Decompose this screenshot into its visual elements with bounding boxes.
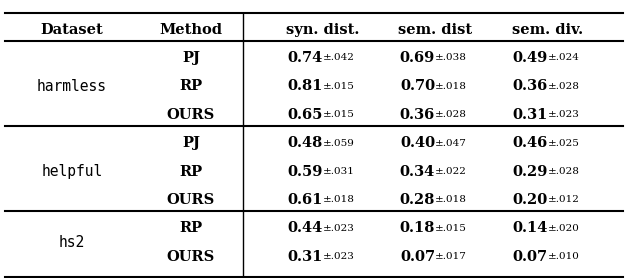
Text: ±.023: ±.023 [548, 110, 580, 119]
Text: sem. dist: sem. dist [398, 23, 472, 36]
Text: ±.018: ±.018 [435, 195, 467, 204]
Text: 0.59: 0.59 [287, 165, 322, 178]
Text: 0.07: 0.07 [513, 250, 548, 264]
Text: 0.65: 0.65 [287, 108, 322, 122]
Text: OURS: OURS [167, 108, 215, 122]
Text: RP: RP [180, 221, 202, 235]
Text: RP: RP [180, 79, 202, 93]
Text: 0.70: 0.70 [400, 79, 435, 93]
Text: harmless: harmless [37, 79, 107, 94]
Text: 0.07: 0.07 [400, 250, 435, 264]
Text: ±.024: ±.024 [548, 53, 580, 63]
Text: Method: Method [160, 23, 222, 36]
Text: ±.010: ±.010 [548, 252, 580, 261]
Text: ±.017: ±.017 [435, 252, 467, 261]
Text: ±.028: ±.028 [435, 110, 467, 119]
Text: 0.49: 0.49 [513, 51, 548, 65]
Text: ±.042: ±.042 [322, 53, 354, 63]
Text: sem. div.: sem. div. [512, 23, 583, 36]
Text: 0.40: 0.40 [400, 136, 435, 150]
Text: hs2: hs2 [59, 235, 85, 250]
Text: ±.022: ±.022 [435, 167, 467, 176]
Text: ±.018: ±.018 [322, 195, 354, 204]
Text: 0.20: 0.20 [513, 193, 548, 207]
Text: ±.038: ±.038 [435, 53, 467, 63]
Text: syn. dist.: syn. dist. [285, 23, 359, 36]
Text: ±.028: ±.028 [548, 167, 580, 176]
Text: 0.69: 0.69 [400, 51, 435, 65]
Text: ±.012: ±.012 [548, 195, 580, 204]
Text: ±.015: ±.015 [322, 110, 354, 119]
Text: ±.015: ±.015 [322, 82, 354, 91]
Text: ±.018: ±.018 [435, 82, 467, 91]
Text: 0.48: 0.48 [287, 136, 322, 150]
Text: OURS: OURS [167, 193, 215, 207]
Text: 0.28: 0.28 [399, 193, 435, 207]
Text: 0.74: 0.74 [287, 51, 322, 65]
Text: 0.36: 0.36 [513, 79, 548, 93]
Text: OURS: OURS [167, 250, 215, 264]
Text: Dataset: Dataset [41, 23, 103, 36]
Text: 0.18: 0.18 [399, 221, 435, 235]
Text: ±.031: ±.031 [322, 167, 354, 176]
Text: ±.025: ±.025 [548, 139, 580, 148]
Text: ±.028: ±.028 [548, 82, 580, 91]
Text: 0.31: 0.31 [512, 108, 548, 122]
Text: 0.81: 0.81 [287, 79, 322, 93]
Text: helpful: helpful [41, 164, 103, 179]
Text: 0.61: 0.61 [287, 193, 322, 207]
Text: RP: RP [180, 165, 202, 178]
Text: ±.020: ±.020 [548, 224, 580, 233]
Text: PJ: PJ [182, 51, 200, 65]
Text: 0.36: 0.36 [400, 108, 435, 122]
Text: 0.34: 0.34 [400, 165, 435, 178]
Text: 0.14: 0.14 [512, 221, 548, 235]
Text: ±.047: ±.047 [435, 139, 467, 148]
Text: ±.059: ±.059 [322, 139, 354, 148]
Text: 0.46: 0.46 [513, 136, 548, 150]
Text: 0.31: 0.31 [287, 250, 322, 264]
Text: ±.023: ±.023 [322, 224, 354, 233]
Text: 0.44: 0.44 [287, 221, 322, 235]
Text: ±.023: ±.023 [322, 252, 354, 261]
Text: 0.29: 0.29 [512, 165, 548, 178]
Text: ±.015: ±.015 [435, 224, 467, 233]
Text: PJ: PJ [182, 136, 200, 150]
